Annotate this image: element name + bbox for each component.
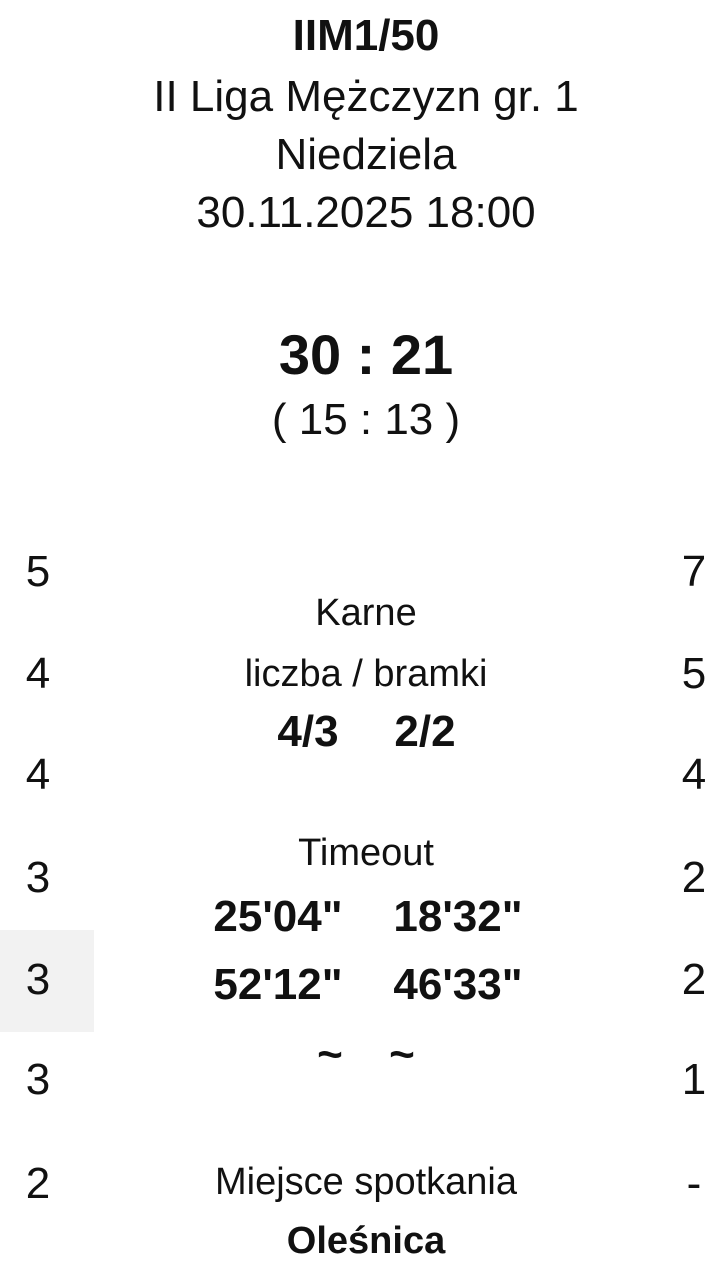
right-stat: - — [686, 1159, 702, 1208]
day: Niedziela — [275, 130, 457, 179]
right-stat: 4 — [681, 750, 707, 799]
half-score: ( 15 : 13 ) — [271, 395, 461, 444]
penalties-subtitle: liczba / bramki — [244, 653, 488, 695]
left-stat: 4 — [25, 649, 51, 698]
right-stat: 2 — [681, 853, 707, 902]
right-stat: 1 — [681, 1055, 707, 1104]
penalties-away: 2/2 — [394, 707, 456, 756]
timeout-home: 25'04" — [213, 892, 343, 941]
left-stat: 3 — [25, 853, 51, 902]
timeout-away: 46'33" — [393, 960, 523, 1009]
left-stat: 3 — [25, 955, 51, 1004]
penalties-title: Karne — [315, 592, 417, 634]
timeout-home: ~ — [317, 1030, 343, 1079]
right-stat: 7 — [681, 547, 707, 596]
match-code: IIM1/50 — [292, 11, 440, 60]
venue-name: Oleśnica — [286, 1220, 446, 1262]
timeout-away: 18'32" — [393, 892, 523, 941]
final-score: 30 : 21 — [278, 323, 454, 386]
timeout-home: 52'12" — [213, 960, 343, 1009]
datetime: 30.11.2025 18:00 — [196, 188, 536, 237]
left-stat: 5 — [25, 547, 51, 596]
row-highlight — [0, 930, 94, 1032]
right-stat: 2 — [681, 955, 707, 1004]
venue-title: Miejsce spotkania — [214, 1161, 518, 1203]
penalties-home: 4/3 — [277, 707, 339, 756]
left-stat: 4 — [25, 750, 51, 799]
timeout-away: ~ — [389, 1030, 415, 1079]
left-stat: 2 — [25, 1159, 51, 1208]
left-stat: 3 — [25, 1055, 51, 1104]
right-stat: 5 — [681, 649, 707, 698]
timeout-title: Timeout — [298, 832, 434, 874]
league: II Liga Mężczyzn gr. 1 — [153, 72, 579, 121]
